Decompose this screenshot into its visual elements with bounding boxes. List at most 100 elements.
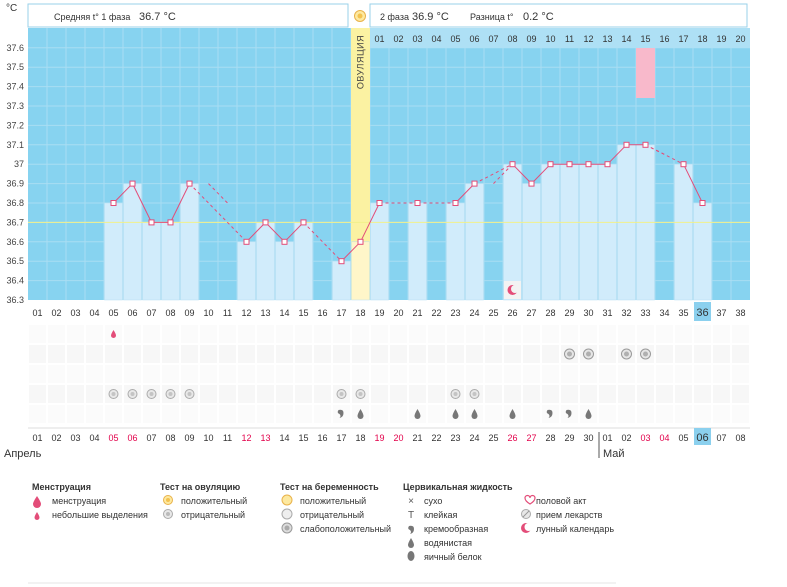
temperature-point: [357, 238, 364, 245]
legend-cervical-eggwhite: яичный белок: [424, 552, 482, 562]
temperature-point: [471, 180, 478, 187]
symbol-cell: [713, 345, 730, 363]
symbol-cell: [257, 365, 274, 383]
temperature-line: [113, 144, 703, 262]
post-ovulation-day-label: 02: [393, 34, 403, 44]
symbol-cell: [143, 325, 160, 343]
cycle-day-label: 27: [526, 308, 536, 318]
cycle-day-labels: 01 02 03 04 05 06 07 08 09 10 11 12 13 14 15 16 17 18 19 20…: [32, 302, 746, 321]
line-segment: [455, 183, 475, 204]
symbol-cell: [219, 385, 236, 403]
symbol-cell: [333, 365, 350, 383]
symbol-cell: [732, 365, 749, 383]
symbol-cell: [238, 365, 255, 383]
header-phase2-box: [369, 3, 748, 28]
symbol-cell: [466, 325, 483, 343]
calendar-date: 07: [716, 433, 726, 443]
line-segment-dashed: [493, 163, 513, 184]
post-ovulation-day-label: 10: [545, 34, 555, 44]
temperature-bar: [446, 202, 465, 301]
pregnancy-positive-icon: [281, 494, 293, 506]
symbol-cell: [29, 405, 46, 423]
diff-label: Разница t°: [470, 12, 514, 22]
line-segment-dashed: [208, 183, 228, 204]
symbol-cell: [542, 345, 559, 363]
temperature-point: [376, 200, 383, 206]
temperature-point: [110, 200, 117, 206]
calendar-date: 13: [260, 433, 270, 443]
cycle-day-label: 15: [298, 308, 308, 318]
symbol-cell: [713, 385, 730, 403]
line-segment: [683, 163, 703, 204]
post-ovulation-day-label: 08: [507, 34, 517, 44]
legend-cervical-dry: сухо: [424, 496, 442, 506]
cycle-day-label: 12: [241, 308, 251, 318]
symbol-cell: [713, 365, 730, 383]
cycle-day-label: 20: [393, 308, 403, 318]
calendar-date: 02: [51, 433, 61, 443]
symbol-cell: [656, 325, 673, 343]
y-tick-label: 36.7: [6, 217, 24, 227]
symbol-cell: [409, 365, 426, 383]
cycle-day-label: 09: [184, 308, 194, 318]
cycle-day-label: 30: [583, 308, 593, 318]
pregnancy-weak-core: [643, 351, 648, 357]
cycle-day-label: 25: [488, 308, 498, 318]
symbol-cell: [656, 365, 673, 383]
legend-ovulation-test-title: Тест на овуляцию: [160, 482, 241, 492]
cycle-day-label: 26: [507, 308, 517, 318]
symbol-cell: [504, 365, 521, 383]
symbol-cell: [542, 365, 559, 383]
calendar-date: 05: [108, 433, 118, 443]
symbol-cell: [67, 345, 84, 363]
ovulation-negative-core: [149, 392, 154, 396]
line-segment: [531, 163, 551, 184]
phase2-value: 36.9 °C: [412, 11, 449, 23]
symbol-cell: [238, 325, 255, 343]
symbol-cell: [276, 365, 293, 383]
symbol-cell: [276, 385, 293, 403]
symbol-cell: [504, 325, 521, 343]
symbol-cell: [732, 405, 749, 423]
line-segment: [607, 144, 627, 165]
line-segment: [284, 222, 304, 243]
symbol-cell: [143, 405, 160, 423]
temperature-bar: [180, 183, 199, 301]
symbol-cell: [200, 405, 217, 423]
calendar-date: 14: [279, 433, 289, 443]
symbol-cell: [390, 385, 407, 403]
legend-pregnancy-test-title: Тест на беременность: [280, 482, 379, 492]
symbol-cell: [238, 385, 255, 403]
symbol-cell: [732, 385, 749, 403]
calendar-date: 25: [488, 433, 498, 443]
calendar-date: 12: [241, 433, 251, 443]
symbol-cell: [390, 365, 407, 383]
calendar-date: 26: [507, 433, 517, 443]
symbol-cell: [599, 405, 616, 423]
line-segment: [341, 241, 361, 262]
temperature-bar: [598, 163, 617, 301]
symbol-cell: [371, 365, 388, 383]
temperature-bar: [161, 222, 180, 301]
sticky-icon: T: [408, 510, 414, 521]
symbol-cell: [485, 405, 502, 423]
watery-icon: [585, 409, 592, 419]
symbol-cell: [447, 325, 464, 343]
temperature-bar: [294, 222, 313, 301]
legend-menstruation-item: менструация: [52, 496, 106, 506]
symbol-cell: [561, 385, 578, 403]
cycle-day-label: 29: [564, 308, 574, 318]
symbol-cell: [48, 385, 65, 403]
temperature-bar: [351, 241, 370, 301]
symbol-cell: [675, 345, 692, 363]
calendar-date: 08: [165, 433, 175, 443]
watery-icon: [471, 409, 478, 419]
legend-intercourse: половой акт: [536, 496, 586, 506]
symbol-cell: [352, 345, 369, 363]
temperature-point: [167, 219, 174, 226]
symbol-cell: [447, 345, 464, 363]
symbol-cell: [618, 405, 635, 423]
symbol-cell: [352, 325, 369, 343]
month-april: Апрель: [4, 448, 42, 460]
cycle-day-label: 33: [640, 308, 650, 318]
